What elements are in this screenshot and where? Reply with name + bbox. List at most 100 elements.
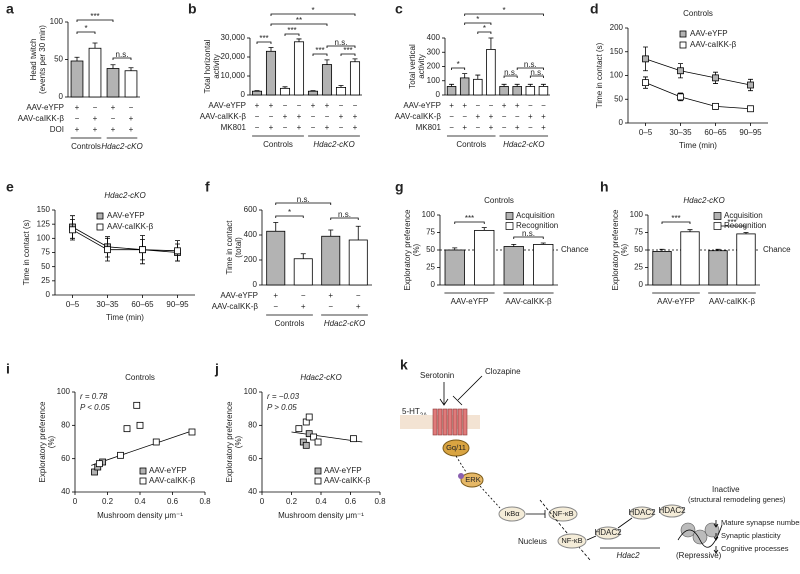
point <box>350 435 357 443</box>
y-tick-label: 0 <box>46 290 51 299</box>
legend-swatch <box>96 223 104 231</box>
chromatin-label: (Repressive) <box>676 551 722 560</box>
point <box>95 460 103 468</box>
node <box>629 506 655 520</box>
group-label: Controls <box>275 319 305 328</box>
y-tick-label: 100 <box>422 210 436 219</box>
condition-label: AAV-caIKK-β <box>395 112 442 121</box>
significance-bracket <box>76 19 114 22</box>
condition-sign: + <box>129 114 134 123</box>
significance-bracket <box>275 202 332 205</box>
panel-title: Controls <box>484 196 514 205</box>
bar <box>680 231 700 286</box>
significance-label: *** <box>343 46 352 55</box>
condition-sign: − <box>111 114 116 123</box>
y-tick-label: 75 <box>426 228 435 237</box>
x-tick-label: 0.4 <box>315 497 327 506</box>
y-tick-label: 0 <box>431 280 436 289</box>
significance-label: * <box>288 208 291 217</box>
error-bar <box>501 83 507 87</box>
condition-sign: − <box>297 101 302 110</box>
error-bar <box>273 222 279 232</box>
y-axis-label: Time in contact <box>225 220 234 275</box>
y-axis-label: Exploratory preference <box>403 209 412 290</box>
error-bar <box>462 73 468 78</box>
series-line <box>645 82 751 110</box>
point <box>302 441 310 449</box>
error-bar <box>324 59 330 65</box>
y-tick-label: 100 <box>244 387 258 396</box>
marker <box>642 55 649 63</box>
condition-sign: + <box>297 112 302 121</box>
condition-label: AAV-caIKK-β <box>212 302 259 311</box>
x-tick-label: 0–5 <box>66 300 80 309</box>
point <box>136 421 144 429</box>
bar <box>251 90 263 96</box>
y-tick-label: 50 <box>426 245 435 254</box>
bar <box>446 86 457 96</box>
significance-label: n.s. <box>522 229 535 238</box>
node <box>659 504 685 518</box>
error-bar <box>488 37 494 50</box>
group-label: Hdac2-cKO <box>313 140 354 149</box>
x-tick-label: 0 <box>73 497 78 506</box>
condition-sign: − <box>325 112 330 121</box>
legend-label: AAV-eYFP <box>324 466 362 475</box>
group-label: Hdac2-cKO <box>101 142 142 151</box>
y-tick-label: 20,000 <box>221 52 246 61</box>
error-bar <box>310 90 316 92</box>
marker <box>747 81 754 89</box>
y-tick-label: 100 <box>57 387 71 396</box>
legend-label: AAV-eYFP <box>149 466 187 475</box>
reference-label: Chance <box>561 245 589 254</box>
panel-letter: g <box>395 179 404 195</box>
condition-sign: − <box>283 123 288 132</box>
significance-bracket <box>503 75 518 78</box>
group-label: AAV-caIKK-β <box>505 297 552 306</box>
bar <box>293 41 305 96</box>
condition-sign: + <box>325 123 330 132</box>
bar <box>279 87 291 96</box>
y-tick-label: 25 <box>426 263 435 272</box>
significance-label: *** <box>259 34 268 43</box>
condition-sign: + <box>449 101 454 110</box>
panel-title: Hdac2-cKO <box>104 191 145 200</box>
condition-sign: + <box>541 123 546 132</box>
significance-bracket <box>330 217 359 220</box>
point <box>310 433 318 441</box>
legend-swatch <box>314 477 322 485</box>
condition-sign: − <box>515 112 520 121</box>
condition-sign: − <box>75 114 80 123</box>
bar <box>708 250 728 286</box>
condition-label: AAV-caIKK-β <box>200 112 247 121</box>
group-label: Hdac2-cKO <box>503 140 544 149</box>
condition-sign: + <box>111 125 116 134</box>
chromatin <box>680 522 720 545</box>
bar <box>459 77 470 96</box>
y-tick-label: 200 <box>610 23 624 32</box>
significance-label: n.s. <box>524 60 537 69</box>
condition-sign: − <box>283 101 288 110</box>
condition-sign: + <box>283 112 288 121</box>
y-tick-label: 300 <box>427 47 441 56</box>
statistic: P < 0.05 <box>80 403 110 412</box>
condition-sign: − <box>93 103 98 112</box>
y-tick-label: 30,000 <box>221 33 246 42</box>
marker <box>139 246 146 254</box>
pathway-diagram: k Serotonin Clozapine 5-HT2A Gq/11 ERK I… <box>400 357 800 561</box>
condition-sign: − <box>449 123 454 132</box>
bar <box>473 78 483 96</box>
error-bar <box>527 83 533 87</box>
significance-bracket <box>284 33 300 36</box>
legend-swatch <box>713 212 722 220</box>
condition-sign: + <box>356 302 361 311</box>
series-line <box>72 226 178 253</box>
bar <box>106 68 120 98</box>
ligand-label: Serotonin <box>420 371 454 380</box>
group-label: Controls <box>71 142 101 151</box>
outcome: Synaptic plasticity <box>721 531 781 540</box>
node-label: HDAC2 <box>628 508 656 517</box>
y-axis-label: (%) <box>412 243 421 256</box>
group-label: Controls <box>263 140 293 149</box>
